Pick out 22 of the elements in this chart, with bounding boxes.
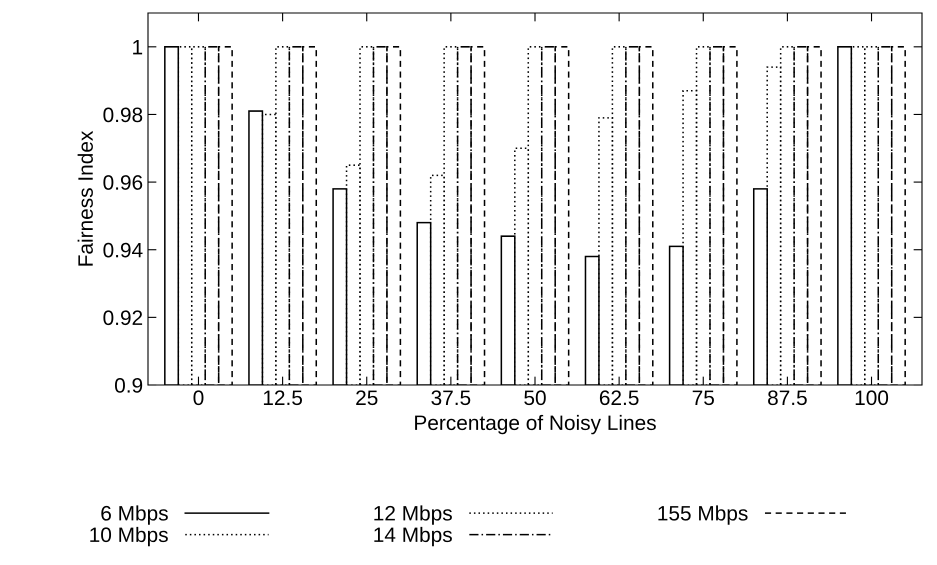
y-tick-label: 1 [133, 40, 142, 54]
y-tick-label: 0.96 [103, 175, 142, 190]
x-tick-label: 25 [356, 390, 378, 406]
legend-label: 6 Mbps [101, 505, 168, 525]
x-tick-label: 0 [194, 390, 204, 406]
y-axis-title: Fairness Index [78, 130, 93, 266]
y-tick-label: 0.98 [103, 107, 142, 122]
x-tick-label: 87.5 [768, 390, 807, 406]
x-tick-label: 37.5 [431, 390, 470, 406]
y-tick-label: 0.94 [103, 242, 143, 258]
x-axis-title: Percentage of Noisy Lines [415, 414, 656, 434]
x-tick-label: 50 [524, 390, 546, 406]
legend-label: 12 Mbps [374, 505, 452, 525]
x-tick-label: 62.5 [600, 390, 639, 406]
x-tick-label: 75 [692, 390, 714, 406]
y-tick-label: 0.9 [114, 378, 142, 393]
x-tick-label: 12.5 [264, 390, 302, 406]
legend-label: 155 Mbps [658, 505, 748, 525]
legend-label: 14 Mbps [374, 526, 452, 546]
y-tick-label: 0.92 [103, 310, 142, 326]
legend-label: 10 Mbps [90, 526, 168, 546]
x-tick-label: 100 [856, 390, 888, 406]
